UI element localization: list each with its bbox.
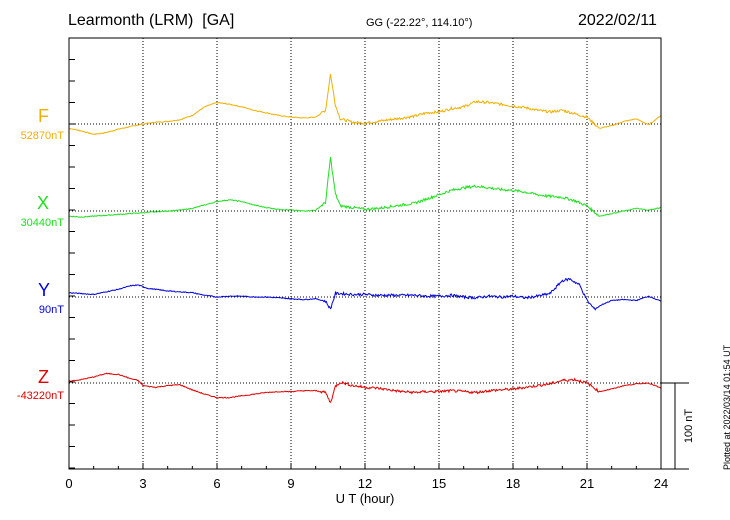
- scale-bar: 100 nT: [661, 382, 695, 470]
- component-label-z: Z: [38, 367, 49, 387]
- series-line-x: [68, 157, 662, 218]
- x-tick-label: 12: [358, 476, 372, 491]
- x-tick-label: 18: [506, 476, 520, 491]
- component-label-y: Y: [38, 280, 51, 300]
- scale-bar-label: 100 nT: [683, 409, 695, 444]
- station-title: Learmonth (LRM) [GA]: [68, 12, 235, 29]
- component-label-f: F: [38, 106, 49, 126]
- plot-date: 2022/02/11: [578, 12, 657, 29]
- x-tick-label: 6: [213, 476, 220, 491]
- component-label-x: X: [37, 193, 50, 213]
- baseline-label-y: 90nT: [38, 304, 64, 316]
- station-coordinates: GG (-22.22°, 114.10°): [366, 17, 473, 29]
- x-axis-label: U T (hour): [336, 491, 395, 506]
- x-tick-label: 15: [432, 476, 446, 491]
- tick-layer: 0 3 6 9 12 15 18 21 24: [65, 37, 668, 491]
- grid-layer: [69, 38, 661, 469]
- series-layer: [68, 73, 662, 403]
- series-line-f: [68, 73, 662, 135]
- x-tick-label: 0: [65, 476, 72, 491]
- series-line-y: [68, 277, 662, 311]
- baseline-label-x: 30440nT: [20, 217, 64, 229]
- x-tick-label: 21: [580, 476, 594, 491]
- baseline-label-z: -43220nT: [16, 390, 64, 402]
- series-line-z: [68, 372, 662, 403]
- x-tick-label: 9: [287, 476, 294, 491]
- plotted-credit: Plotted at 2022/03/14 01:54 UT: [722, 344, 730, 470]
- baseline-label-f: 52870nT: [20, 130, 64, 142]
- x-tick-label: 24: [654, 476, 668, 491]
- x-tick-label: 3: [139, 476, 146, 491]
